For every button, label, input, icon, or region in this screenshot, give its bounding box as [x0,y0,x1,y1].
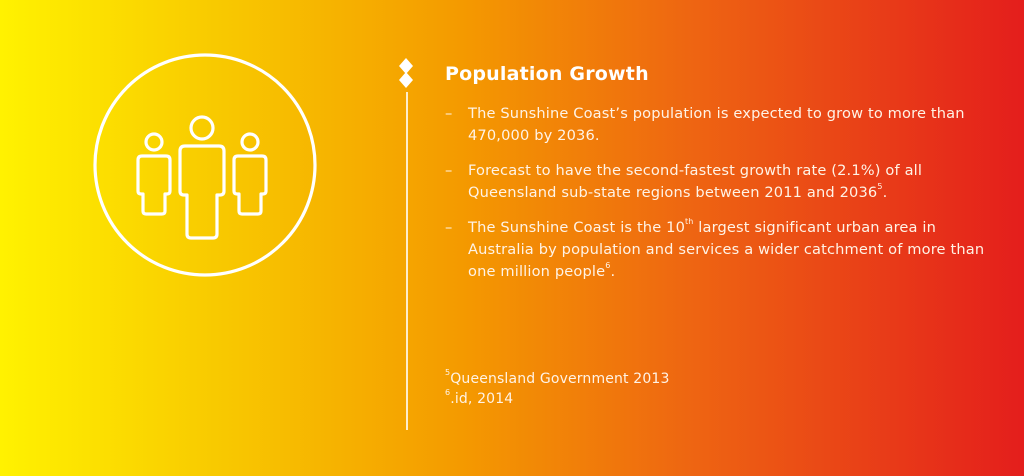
footnote-text: .id, 2014 [450,391,514,407]
footnote-reference: 5 [877,182,883,192]
bullet-text: Forecast to have the second-fastest grow… [468,162,923,201]
people-group-icon [90,50,320,280]
bullet-text: The Sunshine Coast’s population is expec… [468,105,965,144]
ordinal-suffix: th [685,217,694,227]
bullet-urban-area: – The Sunshine Coast is the 10th largest… [445,217,990,283]
bullet-dash: – [445,105,453,122]
bullet-text-end: . [610,263,616,280]
section-title: Population Growth [445,63,649,85]
footnote-item: 6.id, 2014 [445,389,670,409]
footnotes: 5Queensland Government 2013 6.id, 2014 [445,369,670,409]
bullet-dash: – [445,162,453,179]
diamond-marker-icon [399,58,413,88]
section-content: Population Growth – The Sunshine Coast’s… [445,60,990,296]
bullet-population-forecast: – The Sunshine Coast’s population is exp… [445,103,990,147]
bullet-text: The Sunshine Coast is the 10 [468,219,685,236]
bullet-dash: – [445,219,453,236]
bullet-list: – The Sunshine Coast’s population is exp… [445,103,990,283]
timeline-divider [405,58,409,430]
footnote-reference: 6 [605,261,611,271]
bullet-text-middle: largest significant urban area in Austra… [468,219,985,280]
bullet-growth-rate: – Forecast to have the second-fastest gr… [445,160,990,204]
bullet-text-end: . [882,184,888,201]
footnote-item: 5Queensland Government 2013 [445,369,670,389]
footnote-marker: 5 [445,368,451,378]
footnote-marker: 6 [445,388,451,398]
footnote-text: Queensland Government 2013 [450,371,670,387]
